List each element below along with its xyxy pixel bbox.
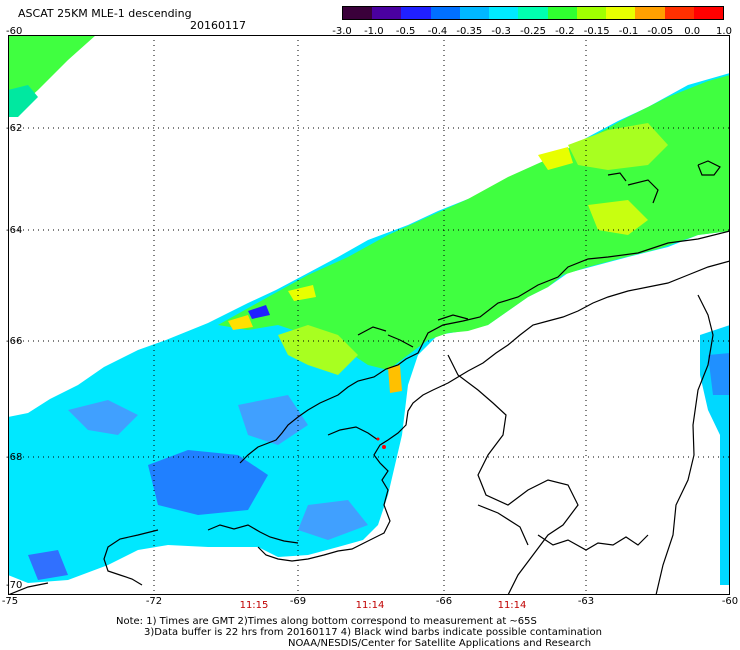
lon-label: -72 xyxy=(145,596,163,607)
lon-label: -75 xyxy=(1,596,19,607)
colorbar-swatch xyxy=(489,7,519,19)
colorbar-label: -0.25 xyxy=(520,26,546,37)
note-line-2: 3)Data buffer is 22 hrs from 20160117 4)… xyxy=(144,627,602,638)
colorbar-label: -0.3 xyxy=(491,26,511,37)
colorbar-swatch xyxy=(372,7,402,19)
lon-label: -69 xyxy=(289,596,307,607)
colorbar-swatch xyxy=(518,7,548,19)
colorbar-swatch xyxy=(635,7,665,19)
lon-label: -66 xyxy=(435,596,453,607)
colorbar-label: -0.35 xyxy=(456,26,483,37)
colorbar-label: -0.1 xyxy=(618,26,639,37)
colorbar-swatch xyxy=(430,7,460,19)
lat-label: -66 xyxy=(6,336,23,347)
coastline xyxy=(8,160,730,595)
colorbar-swatch xyxy=(664,7,694,19)
colorbar-label: -1.0 xyxy=(364,26,384,37)
wind-swath xyxy=(8,35,730,585)
map-date: 20160117 xyxy=(190,19,246,32)
colorbar-label: -0.2 xyxy=(555,26,575,37)
coast-detail-markers xyxy=(376,437,386,449)
lat-label: -68 xyxy=(6,452,23,463)
time-label: 11:15 xyxy=(239,600,269,611)
note-line-1: Note: 1) Times are GMT 2)Times along bot… xyxy=(116,616,537,627)
colorbar-label: -0.05 xyxy=(647,26,674,37)
colorbar-swatch xyxy=(343,7,373,19)
map-title: ASCAT 25KM MLE-1 descending xyxy=(18,7,192,20)
graticule xyxy=(8,35,730,595)
note-line-3: NOAA/NESDIS/Center for Satellite Applica… xyxy=(288,638,592,649)
colorbar-label: 0.0 xyxy=(684,26,701,37)
lat-label: -62 xyxy=(6,123,23,134)
colorbar-swatch xyxy=(547,7,577,19)
colorbar-label: -0.5 xyxy=(395,26,416,37)
colorbar-swatch xyxy=(576,7,607,19)
colorbar-label: 1.0 xyxy=(716,26,732,37)
colorbar-swatch xyxy=(459,7,490,19)
colorbar-swatch xyxy=(693,7,724,19)
colorbar-swatch xyxy=(606,7,636,19)
colorbar-swatch xyxy=(401,7,431,19)
lon-label: -60 xyxy=(721,596,739,607)
colorbar xyxy=(342,6,724,20)
time-label: 11:14 xyxy=(497,600,527,611)
time-label: 11:14 xyxy=(355,600,385,611)
lat-label: -60 xyxy=(6,26,23,37)
lat-label: -64 xyxy=(6,225,23,236)
lon-label: -63 xyxy=(577,596,595,607)
colorbar-label: -0.15 xyxy=(583,26,610,37)
map-frame xyxy=(8,35,730,595)
lat-label: -70 xyxy=(6,580,23,591)
map-panel xyxy=(8,35,730,595)
colorbar-label: -3.0 xyxy=(332,26,352,37)
colorbar-label: -0.4 xyxy=(427,26,448,37)
